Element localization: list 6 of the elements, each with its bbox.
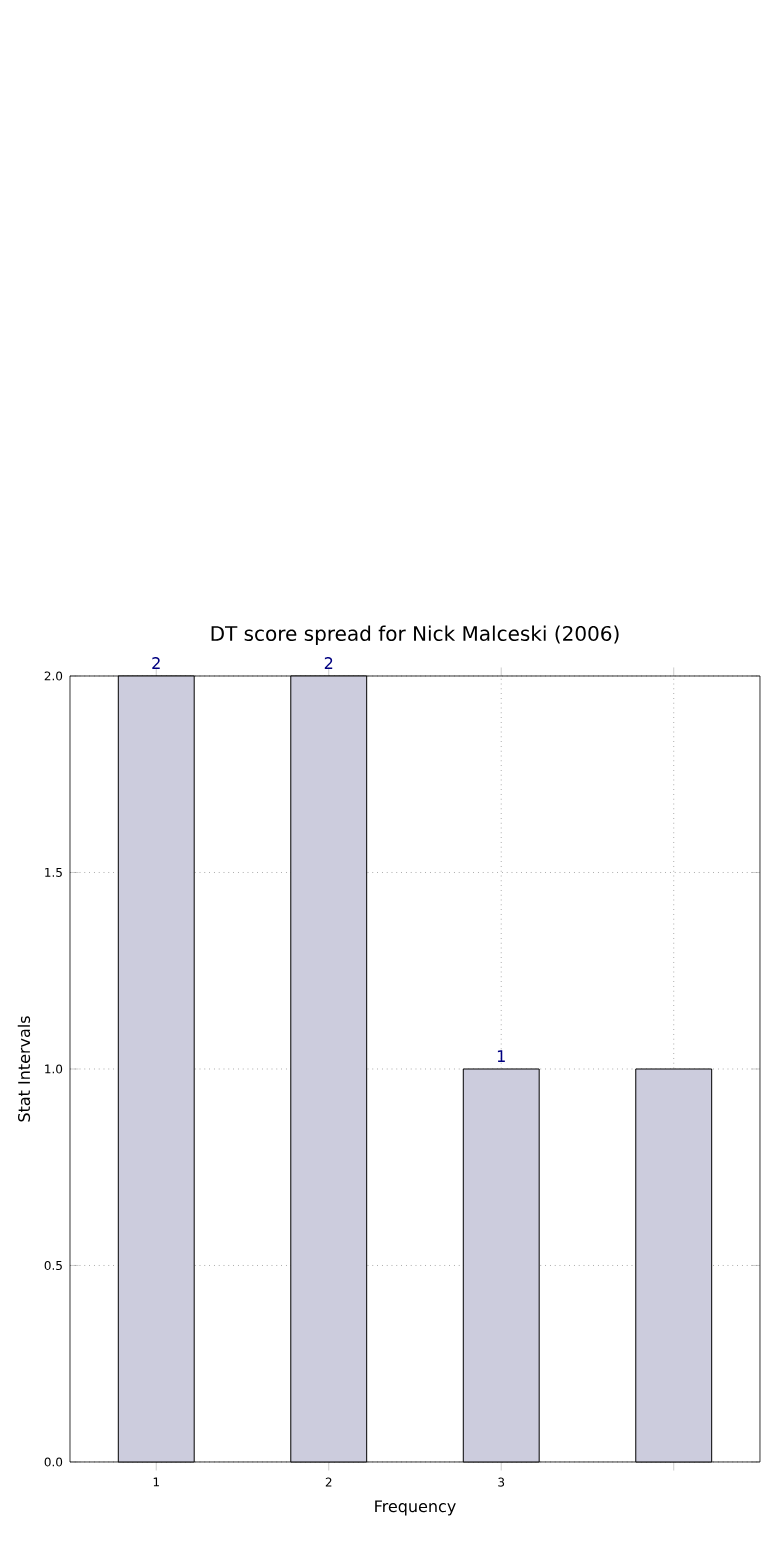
chart-title: DT score spread for Nick Malceski (2006) [211, 625, 619, 645]
x-axis-title: Frequency [375, 1500, 456, 1516]
data-label: 2 [152, 657, 160, 669]
y-axis-title: Stat Intervals [17, 1016, 31, 1122]
data-label: 2 [324, 657, 333, 669]
data-label: 1 [497, 1050, 505, 1062]
